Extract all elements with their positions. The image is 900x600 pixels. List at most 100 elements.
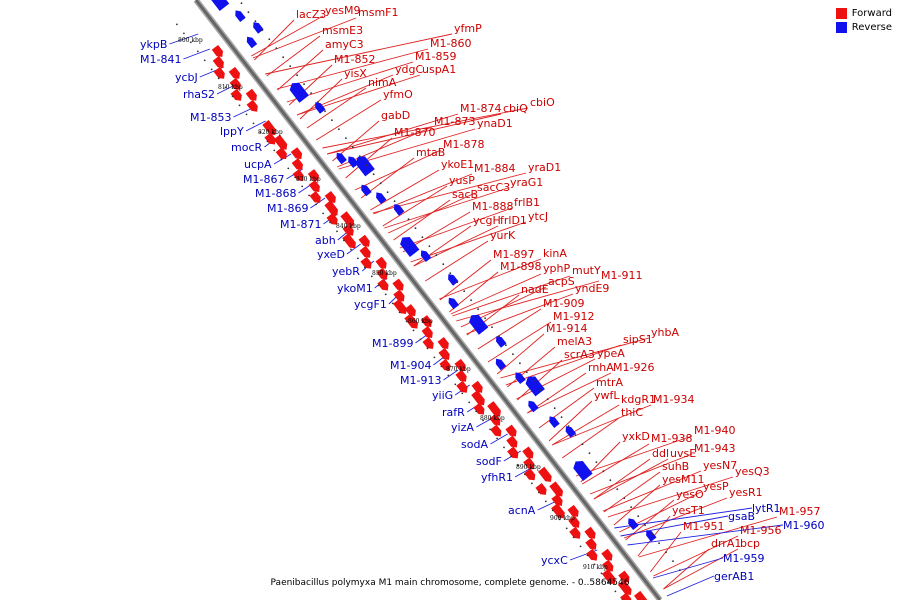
gene-reverse[interactable] xyxy=(235,10,246,22)
gene-forward[interactable] xyxy=(601,569,616,585)
gene-forward[interactable] xyxy=(538,466,552,482)
gene-label-forward[interactable]: kinA xyxy=(543,247,567,260)
gene-label-reverse[interactable]: M1-871 xyxy=(280,218,321,231)
gene-forward[interactable] xyxy=(422,337,434,349)
gene-forward[interactable] xyxy=(342,233,356,249)
gene-label-reverse[interactable]: M1-867 xyxy=(243,173,284,186)
gene-forward[interactable] xyxy=(307,169,319,181)
gene-reverse[interactable] xyxy=(355,156,375,177)
gene-reverse[interactable] xyxy=(515,372,526,384)
gene-label-forward[interactable]: M1-852 xyxy=(334,53,375,66)
gene-forward[interactable] xyxy=(326,212,338,225)
gene-reverse[interactable] xyxy=(469,314,489,335)
gene-label-forward[interactable]: mutY xyxy=(572,264,601,277)
gene-label-forward[interactable]: M1-898 xyxy=(500,260,541,273)
gene-forward[interactable] xyxy=(620,592,632,600)
gene-reverse[interactable] xyxy=(573,461,593,481)
gene-label-reverse[interactable]: ycbJ xyxy=(175,71,198,84)
gene-label-forward[interactable]: M1-884 xyxy=(474,162,515,175)
gene-forward[interactable] xyxy=(342,223,354,236)
gene-label-forward[interactable]: yxkD xyxy=(622,430,650,443)
gene-reverse[interactable] xyxy=(448,274,459,286)
gene-forward[interactable] xyxy=(421,326,433,338)
gene-label-forward[interactable]: M1-859 xyxy=(415,50,456,63)
gene-forward[interactable] xyxy=(437,337,449,349)
gene-forward[interactable] xyxy=(473,402,485,415)
gene-label-forward[interactable]: M1-943 xyxy=(694,442,735,455)
gene-label-reverse[interactable]: yfhR1 xyxy=(481,471,513,484)
gene-label-forward[interactable]: ycgH xyxy=(473,214,501,227)
gene-forward[interactable] xyxy=(324,200,338,216)
gene-reverse[interactable] xyxy=(448,297,460,310)
gene-label-forward[interactable]: ypeA xyxy=(597,347,625,360)
gene-label-reverse[interactable]: M1-868 xyxy=(255,187,296,200)
gene-label-forward[interactable]: M1-914 xyxy=(546,322,587,335)
gene-label-forward[interactable]: frlB1 xyxy=(514,196,540,209)
gene-label-forward[interactable]: lacZ3 xyxy=(296,8,326,21)
gene-forward[interactable] xyxy=(568,515,580,528)
gene-reverse[interactable] xyxy=(289,82,309,103)
gene-reverse[interactable] xyxy=(336,152,347,165)
gene-label-forward[interactable]: yraG1 xyxy=(510,176,543,189)
gene-label-reverse[interactable]: M1-913 xyxy=(400,374,441,387)
gene-label-forward[interactable]: M1-888 xyxy=(472,200,513,213)
gene-reverse[interactable] xyxy=(420,250,432,262)
gene-forward[interactable] xyxy=(551,493,563,506)
gene-label-forward[interactable]: nimA xyxy=(368,76,397,89)
gene-label-forward[interactable]: M1-956 xyxy=(740,524,781,537)
gene-label-forward[interactable]: ytcJ xyxy=(528,210,548,223)
gene-label-forward[interactable]: yesP xyxy=(703,480,729,493)
gene-label-forward[interactable]: M1-940 xyxy=(694,424,735,437)
gene-label-forward[interactable]: M1-860 xyxy=(430,37,471,50)
gene-reverse[interactable] xyxy=(628,518,639,530)
gene-label-forward[interactable]: M1-926 xyxy=(613,361,654,374)
gene-forward[interactable] xyxy=(634,590,648,600)
gene-label-forward[interactable]: cbiO xyxy=(530,96,555,109)
gene-label-reverse[interactable]: M1-869 xyxy=(267,202,308,215)
gene-forward[interactable] xyxy=(392,278,404,291)
gene-label-forward[interactable]: rnhA xyxy=(588,361,614,374)
gene-label-forward[interactable]: M1-870 xyxy=(394,126,435,139)
gene-label-reverse[interactable]: yizA xyxy=(451,421,474,434)
gene-forward[interactable] xyxy=(535,483,547,495)
gene-label-reverse[interactable]: M1-904 xyxy=(390,359,431,372)
gene-forward[interactable] xyxy=(505,424,517,437)
gene-forward[interactable] xyxy=(376,267,388,280)
gene-reverse[interactable] xyxy=(348,156,359,168)
gene-label-forward[interactable]: msmF1 xyxy=(358,6,399,19)
gene-label-forward[interactable]: uspA1 xyxy=(422,63,456,76)
gene-reverse[interactable] xyxy=(549,416,560,428)
gene-label-forward[interactable]: M1-957 xyxy=(779,505,820,518)
gene-forward[interactable] xyxy=(360,256,372,269)
gene-label-forward[interactable]: kdgR1 xyxy=(621,393,656,406)
gene-forward[interactable] xyxy=(490,424,502,437)
gene-label-forward[interactable]: thiC xyxy=(621,406,643,419)
gene-label-reverse[interactable]: yiiG xyxy=(432,389,453,402)
gene-label-forward[interactable]: yndE9 xyxy=(575,282,609,295)
gene-label-forward[interactable]: uvsE xyxy=(670,447,696,460)
gene-label-forward[interactable]: nadE xyxy=(521,283,549,296)
gene-label-reverse[interactable]: gerAB1 xyxy=(714,570,754,583)
gene-label-forward[interactable]: yfmP xyxy=(454,22,482,35)
gene-forward[interactable] xyxy=(524,468,536,481)
gene-label-reverse[interactable]: lppY xyxy=(220,125,244,138)
gene-reverse[interactable] xyxy=(496,336,507,348)
gene-label-reverse[interactable]: rhaS2 xyxy=(183,88,215,101)
gene-forward[interactable] xyxy=(340,211,355,227)
gene-forward[interactable] xyxy=(617,579,632,595)
gene-forward[interactable] xyxy=(275,147,287,160)
gene-label-forward[interactable]: ywfL xyxy=(594,389,620,402)
gene-label-forward[interactable]: drrA1 xyxy=(711,537,741,550)
gene-reverse[interactable] xyxy=(495,358,507,371)
gene-label-forward[interactable]: yhbA xyxy=(651,326,679,339)
gene-forward[interactable] xyxy=(586,548,598,561)
gene-forward[interactable] xyxy=(506,435,518,448)
gene-reverse[interactable] xyxy=(646,530,657,542)
gene-label-forward[interactable]: M1-897 xyxy=(493,248,534,261)
gene-forward[interactable] xyxy=(245,88,257,101)
gene-forward[interactable] xyxy=(308,180,320,192)
gene-label-forward[interactable]: M1-878 xyxy=(443,138,484,151)
gene-forward[interactable] xyxy=(456,380,468,393)
gene-label-reverse[interactable]: rafR xyxy=(442,406,465,419)
gene-forward[interactable] xyxy=(228,66,240,79)
